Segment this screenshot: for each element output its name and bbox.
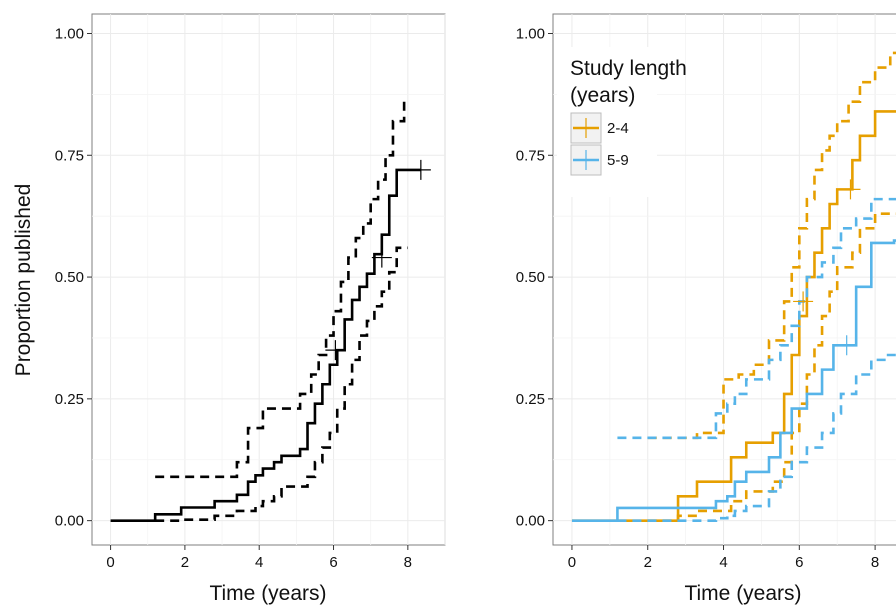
- right-y-tick-label: 1.00: [516, 25, 545, 42]
- left-y-tick-label: 0.00: [55, 513, 84, 530]
- right-x-axis-title: Time (years): [684, 582, 801, 605]
- left-series-lower-bound-line: [155, 246, 408, 522]
- left-x-tick-label: 2: [181, 554, 189, 571]
- left-series-upper-bound-line: [155, 96, 406, 479]
- right-x-tick-label: 0: [568, 554, 576, 571]
- right-censor-mark: [793, 291, 814, 312]
- legend-item-5-9: 5-9: [570, 144, 629, 176]
- legend-items: 2-4 5-9: [570, 112, 629, 176]
- legend-item-2-4: 2-4: [570, 112, 629, 144]
- left-censor-mark: [325, 340, 346, 361]
- right-y-tick-label: 0.75: [516, 147, 545, 164]
- legend-title-line-2: (years): [570, 84, 635, 107]
- right-panel: 0 2 4 6 8 0.00 0.25 0.50 0.75 1.00 Time (years) S…: [516, 13, 896, 605]
- right-y-tick-label: 0.50: [516, 269, 545, 286]
- left-x-tick-label: 0: [106, 554, 114, 571]
- left-x-tick-label: 6: [329, 554, 337, 571]
- right-series-5-9-line: [571, 239, 896, 522]
- right-x-tick-label: 4: [719, 554, 727, 571]
- right-tick-labels: 0 2 4 6 8 0.00 0.25 0.50 0.75 1.00: [516, 25, 879, 571]
- right-y-tick-label: 0.25: [516, 391, 545, 408]
- left-x-tick-label: 4: [255, 554, 263, 571]
- left-censor-mark: [371, 247, 392, 268]
- left-x-tick-label: 8: [404, 554, 412, 571]
- left-tick-labels: 0 2 4 6 8 0.00 0.25 0.50 0.75 1.00: [55, 25, 412, 571]
- left-y-tick-label: 0.50: [55, 269, 84, 286]
- legend-label: 5-9: [607, 152, 629, 169]
- legend-title-line-1: Study length: [570, 57, 687, 80]
- right-series-2-4-line: [571, 110, 896, 522]
- left-y-axis-title: Proportion published: [12, 184, 35, 377]
- right-censor-mark: [836, 335, 857, 356]
- right-series-5-9-upper-line: [617, 197, 896, 440]
- legend: Study length (years) 2-4 5-9: [557, 47, 687, 197]
- left-plot-background: [91, 13, 446, 546]
- right-series-group: [571, 51, 896, 522]
- left-panel: 0 2 4 6 8 0.00 0.25 0.50 0.75 1.00 Time (years) P…: [12, 13, 446, 605]
- left-series-group: [110, 96, 431, 522]
- left-series-estimate-line: [110, 168, 421, 522]
- left-y-tick-label: 0.25: [55, 391, 84, 408]
- right-gridlines: [553, 14, 896, 545]
- right-x-tick-label: 6: [795, 554, 803, 571]
- right-censor-mark: [840, 179, 861, 200]
- right-series-2-4-upper-line: [647, 51, 896, 440]
- right-x-tick-label: 2: [644, 554, 652, 571]
- right-y-tick-label: 0.00: [516, 513, 545, 530]
- left-censor-mark: [410, 159, 431, 180]
- left-x-axis-title: Time (years): [209, 582, 326, 605]
- left-y-tick-label: 0.75: [55, 147, 84, 164]
- right-x-tick-label: 8: [871, 554, 879, 571]
- left-y-tick-label: 1.00: [55, 25, 84, 42]
- legend-label: 2-4: [607, 120, 629, 137]
- right-series-5-9-lower-line: [617, 353, 896, 522]
